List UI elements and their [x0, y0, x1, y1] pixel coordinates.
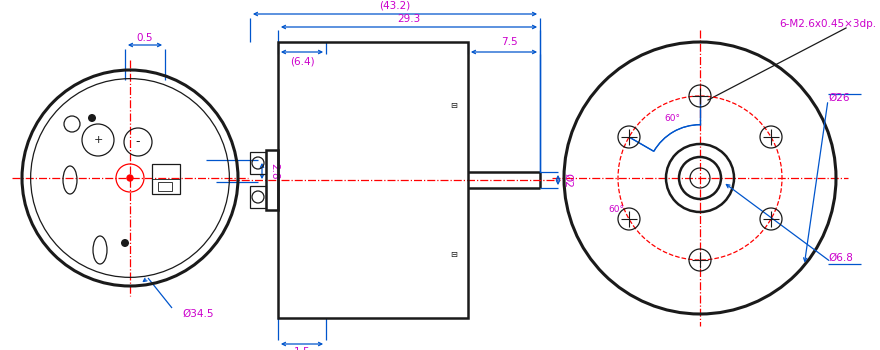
Text: 60°: 60° — [664, 114, 680, 124]
Text: -: - — [136, 135, 140, 148]
Text: ⊟: ⊟ — [451, 101, 458, 110]
Text: 2.8: 2.8 — [269, 163, 279, 179]
Text: ⊟: ⊟ — [451, 250, 458, 259]
Text: 1.5: 1.5 — [294, 347, 311, 350]
Text: Ø6.8: Ø6.8 — [828, 253, 853, 263]
Bar — [158, 182, 172, 191]
Text: +: + — [93, 135, 103, 145]
Text: 0.5: 0.5 — [136, 33, 153, 43]
Circle shape — [88, 114, 96, 122]
Text: Ø26: Ø26 — [828, 93, 849, 103]
Text: (43.2): (43.2) — [379, 1, 411, 11]
Circle shape — [121, 239, 129, 247]
Text: 60°: 60° — [609, 205, 625, 214]
Text: 6-M2.6x0.45×3dp.: 6-M2.6x0.45×3dp. — [779, 19, 876, 29]
Bar — [152, 164, 180, 194]
Circle shape — [127, 175, 133, 181]
Text: Ø2: Ø2 — [563, 173, 573, 188]
Text: 29.3: 29.3 — [398, 14, 421, 24]
Bar — [250, 152, 266, 174]
Text: Ø34.5: Ø34.5 — [182, 309, 214, 319]
Bar — [250, 186, 266, 208]
Text: (6.4): (6.4) — [290, 57, 314, 67]
Text: 7.5: 7.5 — [501, 37, 517, 47]
Bar — [266, 150, 278, 210]
Bar — [278, 42, 468, 318]
